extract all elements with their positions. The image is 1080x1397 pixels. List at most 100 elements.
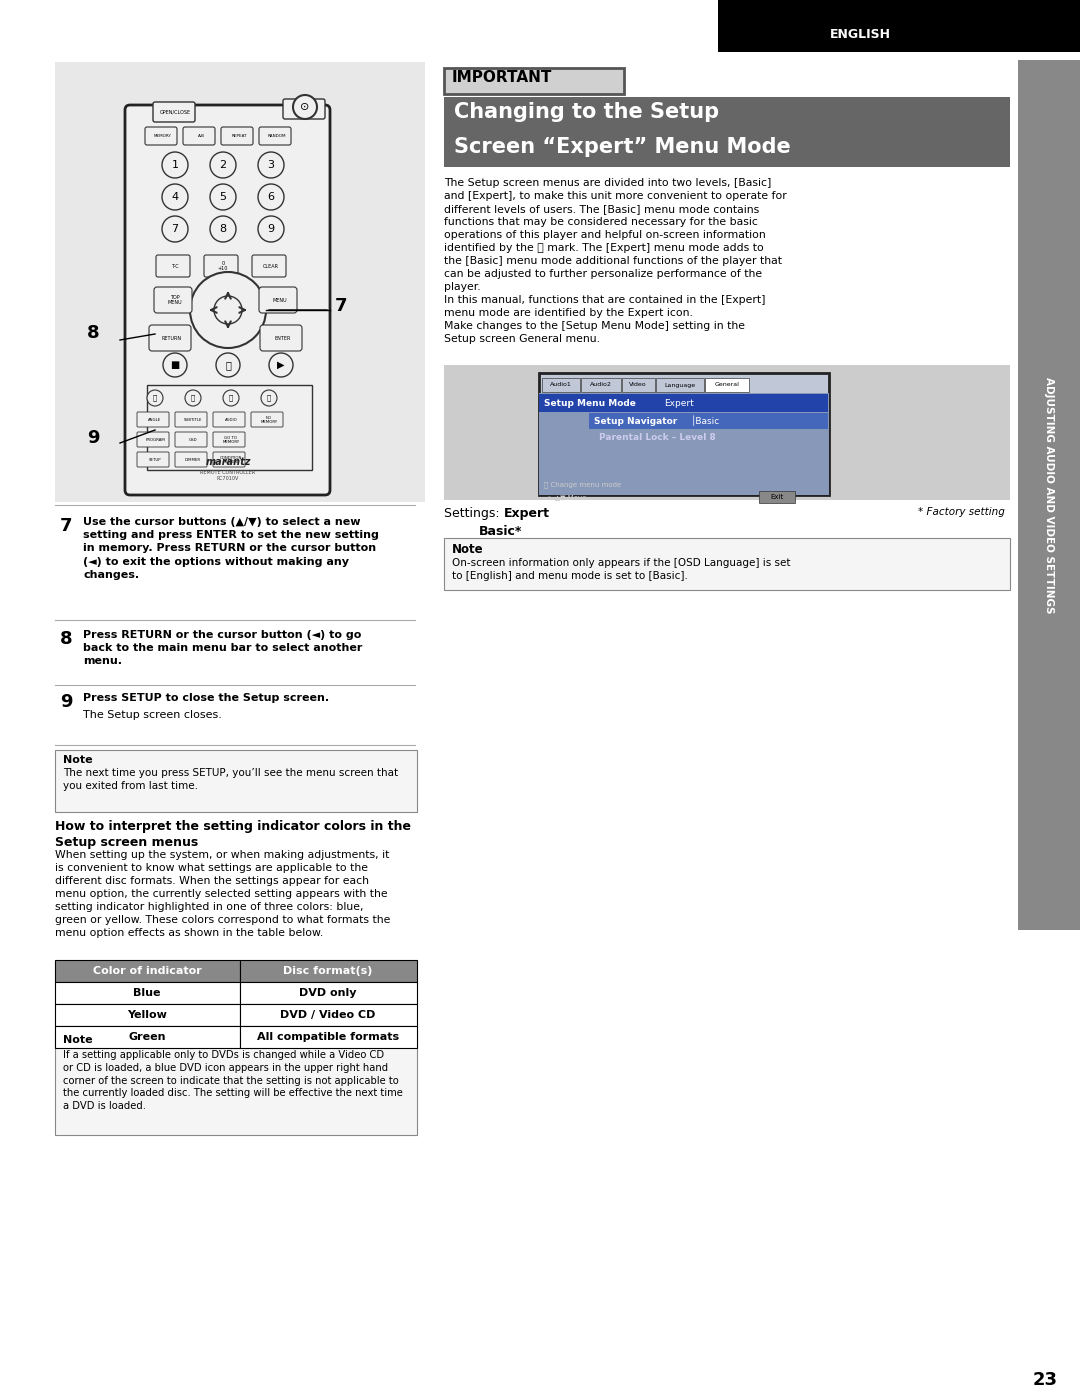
Text: Screen “Expert” Menu Mode: Screen “Expert” Menu Mode <box>454 137 791 156</box>
Text: SUBTITLE: SUBTITLE <box>184 418 202 422</box>
Text: TOP
MENU: TOP MENU <box>167 295 183 306</box>
FancyBboxPatch shape <box>283 99 325 119</box>
Text: * Factory setting: * Factory setting <box>918 507 1005 517</box>
Text: Disc format(s): Disc format(s) <box>283 965 373 977</box>
Text: 8: 8 <box>219 224 227 235</box>
Text: 0
+10: 0 +10 <box>218 261 228 271</box>
Text: 6: 6 <box>268 191 274 203</box>
Text: A-B: A-B <box>198 134 204 138</box>
Text: AUDIO: AUDIO <box>225 418 238 422</box>
Text: 5: 5 <box>219 191 227 203</box>
Text: ⏮: ⏮ <box>153 395 157 401</box>
FancyBboxPatch shape <box>252 256 286 277</box>
Text: functions that may be considered necessary for the basic: functions that may be considered necessa… <box>444 217 758 226</box>
Text: Press SETUP to close the Setup screen.: Press SETUP to close the Setup screen. <box>83 693 329 703</box>
Bar <box>542 379 580 393</box>
Circle shape <box>163 353 187 377</box>
Text: PROGRAM: PROGRAM <box>145 439 165 441</box>
Text: RETURN: RETURN <box>162 335 183 341</box>
Text: player.: player. <box>444 282 481 292</box>
Bar <box>444 538 1010 590</box>
Bar <box>759 490 795 503</box>
Text: │Basic: │Basic <box>691 416 720 426</box>
Text: Yellow: Yellow <box>127 1010 167 1020</box>
Text: Note: Note <box>63 1035 93 1045</box>
Bar <box>705 379 750 393</box>
Text: ⏭: ⏭ <box>191 395 195 401</box>
Text: operations of this player and helpful on-screen information: operations of this player and helpful on… <box>444 231 766 240</box>
Text: green or yellow. These colors correspond to what formats the: green or yellow. These colors correspond… <box>55 915 390 925</box>
FancyBboxPatch shape <box>149 326 191 351</box>
Text: Basic*: Basic* <box>480 525 523 538</box>
Text: RANDOM: RANDOM <box>268 134 286 138</box>
Text: The Setup screen menus are divided into two levels, [Basic]: The Setup screen menus are divided into … <box>444 177 771 189</box>
FancyBboxPatch shape <box>156 256 190 277</box>
Bar <box>55 61 426 502</box>
Text: ⏪: ⏪ <box>229 395 233 401</box>
Text: Audio2: Audio2 <box>590 383 612 387</box>
Bar <box>622 379 654 393</box>
Text: menu option effects as shown in the table below.: menu option effects as shown in the tabl… <box>55 928 323 937</box>
Circle shape <box>258 152 284 177</box>
Text: ⓘ Change menu mode: ⓘ Change menu mode <box>544 482 621 489</box>
Circle shape <box>222 390 239 407</box>
Text: Exit: Exit <box>770 495 784 500</box>
Bar <box>55 960 240 982</box>
Text: MEMORY: MEMORY <box>154 134 172 138</box>
FancyBboxPatch shape <box>137 453 168 467</box>
Circle shape <box>210 184 237 210</box>
Text: DVD only: DVD only <box>299 988 356 997</box>
Text: ⊙: ⊙ <box>300 102 310 112</box>
Bar <box>539 393 829 495</box>
Text: CLEAR: CLEAR <box>264 264 279 268</box>
Text: Audio1: Audio1 <box>550 383 572 387</box>
FancyBboxPatch shape <box>175 412 207 427</box>
FancyBboxPatch shape <box>213 412 245 427</box>
FancyBboxPatch shape <box>204 256 238 277</box>
Text: the [Basic] menu mode additional functions of the player that: the [Basic] menu mode additional functio… <box>444 256 782 265</box>
Text: Parental Lock – Level 8: Parental Lock – Level 8 <box>599 433 716 443</box>
Bar <box>240 960 417 982</box>
FancyBboxPatch shape <box>221 127 253 145</box>
Text: MENU: MENU <box>272 298 287 303</box>
Text: Language: Language <box>664 383 696 387</box>
Text: Press RETURN or the cursor button (◄) to go
back to the main menu bar to select : Press RETURN or the cursor button (◄) to… <box>83 630 363 666</box>
Text: 4: 4 <box>172 191 178 203</box>
Text: 8: 8 <box>87 324 100 342</box>
Text: In this manual, functions that are contained in the [Expert]: In this manual, functions that are conta… <box>444 295 766 305</box>
Text: On-screen information only appears if the [OSD Language] is set
to [English] and: On-screen information only appears if th… <box>453 557 791 581</box>
FancyBboxPatch shape <box>125 105 330 495</box>
Bar <box>444 68 624 94</box>
Bar <box>539 373 829 495</box>
Bar <box>55 1030 417 1134</box>
FancyBboxPatch shape <box>183 127 215 145</box>
Circle shape <box>216 353 240 377</box>
Text: SETUP: SETUP <box>149 458 161 462</box>
Circle shape <box>293 95 318 119</box>
FancyBboxPatch shape <box>251 412 283 427</box>
Text: 23: 23 <box>1032 1370 1057 1389</box>
Text: Use the cursor buttons (▲/▼) to select a new
setting and press ENTER to set the : Use the cursor buttons (▲/▼) to select a… <box>83 517 379 580</box>
Text: different levels of users. The [Basic] menu mode contains: different levels of users. The [Basic] m… <box>444 204 759 214</box>
Text: Setup screen General menu.: Setup screen General menu. <box>444 334 600 344</box>
Circle shape <box>210 217 237 242</box>
Text: Expert: Expert <box>664 398 693 408</box>
Text: Expert: Expert <box>504 507 550 520</box>
FancyBboxPatch shape <box>153 102 195 122</box>
Bar <box>55 750 417 812</box>
Text: T-C: T-C <box>172 264 179 268</box>
Text: Make changes to the [Setup Menu Mode] setting in the: Make changes to the [Setup Menu Mode] se… <box>444 321 745 331</box>
Text: ⏩: ⏩ <box>267 395 271 401</box>
Text: marantz: marantz <box>205 457 251 467</box>
FancyBboxPatch shape <box>213 432 245 447</box>
Text: can be adjusted to further personalize performance of the: can be adjusted to further personalize p… <box>444 270 762 279</box>
Text: 9: 9 <box>60 693 72 711</box>
Bar <box>656 379 704 393</box>
FancyBboxPatch shape <box>137 412 168 427</box>
Circle shape <box>185 390 201 407</box>
Text: REMOTE CONTROLLER: REMOTE CONTROLLER <box>201 469 256 475</box>
FancyBboxPatch shape <box>154 286 192 313</box>
Bar <box>444 365 1010 500</box>
Text: When setting up the system, or when making adjustments, it: When setting up the system, or when maki… <box>55 849 390 861</box>
Circle shape <box>269 353 293 377</box>
